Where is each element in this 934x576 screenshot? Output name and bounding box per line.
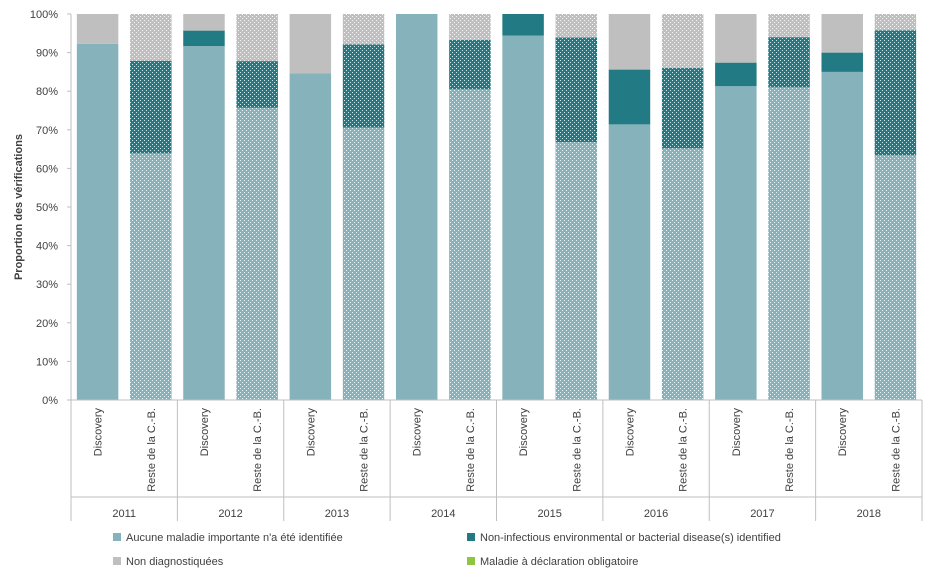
bar-segment [502, 14, 544, 36]
bar-segment [130, 60, 172, 154]
bar-segment [874, 155, 917, 400]
x-category-label: Reste de la C.-B. [784, 408, 796, 492]
x-category-label: Discovery [412, 408, 424, 457]
x-axis-labels: Discovery Reste de la C.-B. Discovery Reste… [93, 408, 903, 520]
y-axis-title: Proportion des vérifications [13, 134, 25, 280]
bar-segment [555, 142, 598, 400]
x-category-label: Discovery [93, 408, 105, 457]
x-category-label: Discovery [837, 408, 849, 457]
x-category-label: Discovery [731, 408, 743, 457]
bar-segment [449, 39, 491, 90]
bar-segment [449, 14, 491, 40]
bar-segment [768, 87, 810, 400]
bar-segment [449, 89, 491, 401]
bar-segment [236, 14, 278, 62]
axes [70, 14, 923, 521]
x-year-label: 2015 [537, 508, 561, 520]
legend-label: Non-infectious environmental or bacteria… [480, 532, 781, 544]
bar-segment [183, 30, 225, 47]
bar-segment [76, 14, 119, 44]
x-category-label: Reste de la C.-B. [359, 408, 371, 492]
bar-segment [661, 14, 704, 69]
bar-segment [874, 14, 917, 31]
legend: Aucune maladie importante n'a été identi… [113, 532, 781, 568]
x-category-label: Reste de la C.-B. [571, 408, 583, 492]
y-tick-label: 50% [36, 202, 58, 214]
x-year-label: 2018 [857, 508, 881, 520]
x-category-label: Discovery [305, 408, 317, 457]
legend-label: Aucune maladie importante n'a été identi… [126, 532, 343, 544]
bar-segment [502, 35, 544, 401]
legend-swatch [113, 533, 121, 541]
bar-segment [183, 46, 225, 400]
bar-segment [715, 14, 757, 63]
bar-segment [289, 14, 332, 74]
bar-segment [608, 14, 651, 70]
bar-segment [715, 86, 757, 401]
y-tick-label: 100% [30, 9, 58, 21]
x-category-label: Reste de la C.-B. [252, 408, 264, 492]
x-category-label: Reste de la C.-B. [465, 408, 477, 492]
bar-segment [821, 52, 863, 72]
bar-segment [236, 61, 278, 108]
legend-swatch [467, 533, 475, 541]
x-year-label: 2012 [218, 508, 242, 520]
bar-segment [661, 68, 704, 149]
bar-segment [768, 14, 810, 38]
x-category-label: Reste de la C.-B. [146, 408, 158, 492]
legend-swatch [113, 557, 121, 565]
legend-label: Maladie à déclaration obligatoire [480, 556, 638, 568]
bar-segment [874, 30, 917, 156]
x-category-label: Discovery [624, 408, 636, 457]
bar-segment [821, 71, 863, 401]
y-tick-label: 0% [42, 395, 58, 407]
x-year-label: 2014 [431, 508, 455, 520]
bar-segment [289, 73, 332, 400]
bar-segment [130, 153, 172, 400]
x-category-label: Reste de la C.-B. [678, 408, 690, 492]
bar-segment [342, 44, 385, 128]
bar-segment [342, 127, 385, 400]
y-tick-label: 70% [36, 125, 58, 137]
x-year-label: 2011 [112, 508, 136, 520]
bar-segment [661, 148, 704, 400]
y-tick-label: 30% [36, 279, 58, 291]
bar-segment [715, 62, 757, 87]
bar-segment [395, 14, 438, 400]
x-year-label: 2016 [644, 508, 668, 520]
bar-segment [130, 14, 172, 61]
x-year-label: 2013 [325, 508, 349, 520]
bar-segment [555, 37, 598, 143]
bar-segment [768, 37, 810, 88]
x-category-label: Discovery [518, 408, 530, 457]
y-tick-label: 40% [36, 241, 58, 253]
y-tick-label: 90% [36, 48, 58, 60]
bar-segment [183, 14, 225, 31]
legend-swatch [467, 557, 475, 565]
bar-segment [555, 14, 598, 38]
y-tick-label: 80% [36, 86, 58, 98]
y-axis-ticks: 0% 10% 20% 30% 40% 50% 60% 70% 80% 90% 100% [30, 9, 71, 407]
bar-segment [236, 107, 278, 401]
x-category-label: Reste de la C.-B. [890, 408, 902, 492]
bar-segment [608, 69, 651, 125]
x-category-label: Discovery [199, 408, 211, 457]
y-tick-label: 10% [36, 356, 58, 368]
bar-segment [342, 14, 385, 45]
legend-label: Non diagnostiquées [126, 556, 224, 568]
bar-segment [608, 124, 651, 401]
bar-segment [821, 14, 863, 53]
bars [76, 14, 917, 401]
y-tick-label: 20% [36, 318, 58, 330]
y-tick-label: 60% [36, 163, 58, 175]
bar-segment [76, 43, 119, 400]
x-year-label: 2017 [750, 508, 774, 520]
